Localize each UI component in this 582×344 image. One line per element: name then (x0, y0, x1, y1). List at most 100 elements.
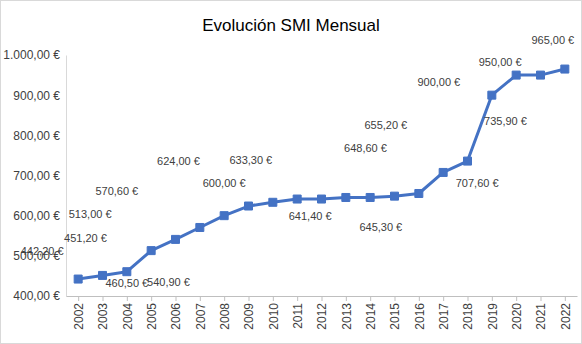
marker (74, 275, 82, 283)
x-tick-mark (200, 296, 201, 301)
title: Evolución SMI Mensual (202, 16, 380, 35)
x-tick-label: 2018 (461, 303, 475, 330)
marker (269, 198, 277, 206)
x-tick-mark (78, 296, 79, 301)
x-tick: 2004 (121, 296, 135, 330)
marker (318, 195, 326, 203)
x-tick: 2003 (96, 296, 110, 330)
x-tick-mark (249, 296, 250, 301)
x-tick: 2015 (388, 296, 402, 330)
x-tick-label: 2012 (315, 303, 329, 330)
data-label: 965,00 € (531, 34, 574, 46)
x-tick-mark (541, 296, 542, 301)
x-tick: 2016 (413, 296, 427, 330)
x-tick-mark (127, 296, 128, 301)
marker (293, 195, 301, 203)
x-tick-label: 2016 (413, 303, 427, 330)
x-tick: 2021 (534, 296, 548, 330)
x-tick-label: 2004 (121, 303, 135, 330)
y-tick: 600,00 € (13, 209, 66, 223)
y-tick-label: 1.000,00 € (3, 48, 60, 62)
x-tick-mark (103, 296, 104, 301)
x-tick: 2007 (194, 296, 208, 330)
x-tick-mark (395, 296, 396, 301)
x-tick: 2019 (486, 296, 500, 330)
x-tick-label: 2015 (388, 303, 402, 330)
marker (220, 212, 228, 220)
y-tick: 400,00 € (13, 289, 66, 303)
y-tick: 900,00 € (13, 89, 66, 103)
x-tick: 2005 (145, 296, 159, 330)
x-tick: 2018 (461, 296, 475, 330)
data-label: 570,60 € (95, 185, 138, 197)
x-tick-label: 2017 (437, 303, 451, 330)
x-tick-label: 2009 (242, 303, 256, 330)
x-tick: 2011 (291, 296, 305, 329)
x-tick-mark (151, 296, 152, 301)
x-tick-mark (468, 296, 469, 301)
x-tick-label: 2008 (218, 303, 232, 330)
marker (488, 91, 496, 99)
marker (512, 71, 520, 79)
data-label: 645,30 € (359, 221, 402, 233)
data-label: 707,60 € (456, 177, 499, 189)
data-label: 460,50 € (105, 277, 148, 289)
x-tick-label: 2005 (145, 303, 159, 330)
x-tick: 2009 (242, 296, 256, 330)
y-tick-label: 900,00 € (13, 89, 60, 103)
marker (366, 193, 374, 201)
x-tick-label: 2013 (340, 303, 354, 330)
marker (147, 247, 155, 255)
y-tick: 800,00 € (13, 129, 66, 143)
marker (196, 223, 204, 231)
marker (537, 71, 545, 79)
x-tick-mark (443, 296, 444, 301)
x-tick: 2008 (218, 296, 232, 330)
data-label: 648,60 € (344, 142, 387, 154)
x-tick: 2010 (267, 296, 281, 330)
x-tick-mark (370, 296, 371, 301)
data-label: 735,90 € (484, 115, 527, 127)
x-tick-mark (224, 296, 225, 301)
data-label: 600,00 € (203, 177, 246, 189)
x-tick-label: 2021 (534, 303, 548, 330)
y-tick: 1.000,00 € (3, 48, 66, 62)
x-tick-label: 2006 (169, 303, 183, 330)
marker (415, 189, 423, 197)
data-label: 641,40 € (289, 210, 332, 222)
marker (561, 65, 569, 73)
x-tick-label: 2010 (267, 303, 281, 330)
y-tick-label: 800,00 € (13, 129, 60, 143)
x-tick-mark (176, 296, 177, 301)
x-tick-label: 2002 (72, 303, 86, 330)
x-tick-label: 2007 (194, 303, 208, 330)
x-tick: 2012 (315, 296, 329, 330)
data-label: 442,20 € (21, 245, 64, 257)
x-tick-label: 2011 (291, 303, 305, 329)
data-label: 451,20 € (64, 232, 107, 244)
marker (439, 168, 447, 176)
marker (123, 268, 131, 276)
x-tick: 2020 (510, 296, 524, 330)
marker (464, 157, 472, 165)
y-tick-label: 600,00 € (13, 209, 60, 223)
x-tick-label: 2020 (510, 303, 524, 330)
y-tick-label: 700,00 € (13, 169, 60, 183)
x-tick: 2013 (340, 296, 354, 330)
data-label: 950,00 € (479, 56, 522, 68)
data-label: 655,20 € (364, 119, 407, 131)
x-tick-mark (516, 296, 517, 301)
data-label: 633,30 € (229, 154, 272, 166)
data-label: 624,00 € (157, 155, 200, 167)
x-tick: 2006 (169, 296, 183, 330)
y-axis: 400,00 €500,00 €600,00 €700,00 €800,00 €… (3, 48, 66, 303)
x-tick: 2014 (364, 296, 378, 330)
marker (245, 202, 253, 210)
data-label: 540,90 € (147, 276, 190, 288)
y-axis-line (66, 56, 67, 297)
data-label: 513,00 € (69, 208, 112, 220)
chart: Evolución SMI Mensual400,00 €500,00 €600… (0, 0, 582, 344)
x-tick-mark (297, 296, 298, 301)
x-tick-label: 2019 (486, 303, 500, 330)
x-tick-mark (565, 296, 566, 301)
